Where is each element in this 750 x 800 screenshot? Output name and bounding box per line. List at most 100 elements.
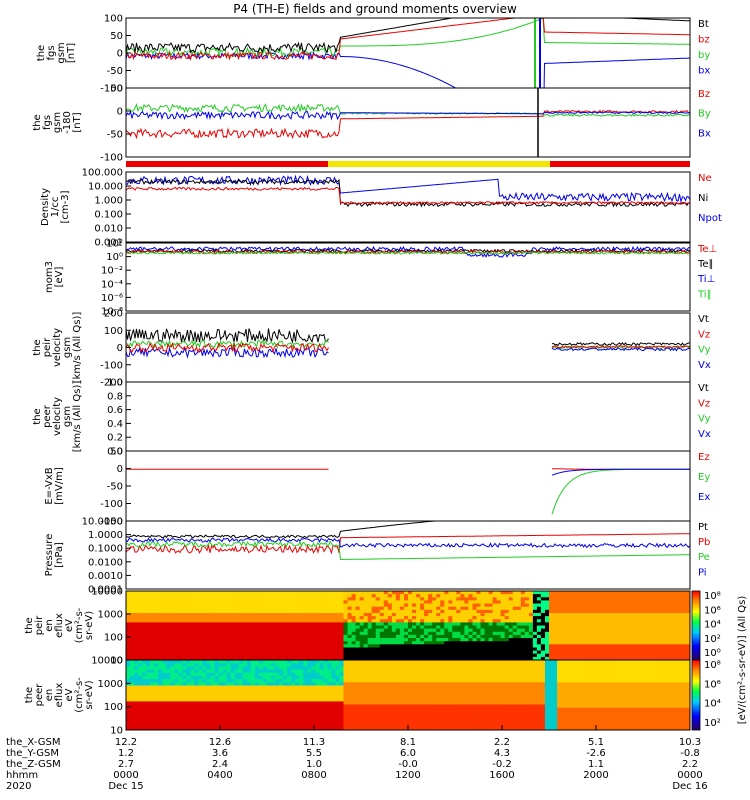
spectrogram-cell	[488, 638, 494, 642]
spectrogram-cell	[279, 669, 284, 674]
spectrogram-cell	[436, 622, 441, 627]
spectrogram-cell	[315, 688, 320, 693]
spectrogram-cell	[307, 606, 312, 611]
spectrogram-cell	[399, 710, 405, 715]
y-tick-label: 0.100	[94, 210, 123, 221]
spectrogram-cell	[673, 606, 679, 611]
spectrogram-cell	[130, 707, 135, 712]
spectrogram-cell	[194, 695, 200, 699]
spectrogram-cell	[218, 644, 224, 648]
spectrogram-cell	[214, 631, 220, 636]
spectrogram-cell	[597, 650, 602, 655]
spectrogram-cell	[589, 650, 594, 655]
bt-line	[126, 18, 690, 54]
spectrogram-cell	[597, 609, 602, 614]
spectrogram-cell	[412, 622, 417, 627]
spectrogram-cell	[520, 591, 526, 595]
spectrogram-cell	[504, 647, 510, 652]
spectrogram-cell	[391, 603, 397, 608]
spectrogram-cell	[472, 638, 478, 642]
spectrogram-cell	[637, 656, 643, 660]
spectrogram-cell	[657, 619, 663, 623]
spectrogram-cell	[242, 616, 248, 620]
spectrogram-cell	[436, 628, 441, 633]
spectrogram-cell	[250, 672, 256, 677]
spectrogram-cell	[327, 685, 332, 690]
spectrogram-cell	[408, 616, 413, 620]
spectrogram-cell	[142, 710, 147, 715]
spectrogram-cell	[363, 720, 369, 725]
spectrogram-cell	[363, 619, 369, 623]
spectrogram-cell	[448, 656, 453, 660]
spectrogram-cell	[303, 714, 308, 718]
spectrogram-cell	[230, 685, 236, 690]
spectrogram-cell	[436, 644, 441, 648]
spectrogram-cell	[287, 679, 292, 683]
spectrogram-cell	[351, 625, 357, 630]
spectrogram-cell	[331, 609, 337, 614]
spectrogram-cell	[291, 695, 296, 699]
spectrogram-cell	[565, 597, 570, 601]
spectrogram-cell	[335, 616, 341, 620]
spectrogram-cell	[359, 653, 365, 658]
spectrogram-cell	[408, 672, 413, 677]
spectrogram-cell	[202, 609, 208, 614]
spectrogram-cell	[379, 682, 385, 687]
spectrogram-cell	[520, 603, 526, 608]
spectrogram-cell	[456, 622, 461, 627]
spectrogram-cell	[420, 669, 425, 674]
spectrogram-cell	[246, 704, 252, 709]
y-axis-label-line: velocity	[52, 328, 63, 367]
spectrogram-cell	[686, 613, 690, 617]
spectrogram-cell	[279, 597, 284, 601]
spectrogram-cell	[186, 650, 191, 655]
spectrogram-cell	[367, 660, 373, 664]
spectrogram-cell	[581, 653, 586, 658]
spectrogram-cell	[363, 669, 369, 674]
spectrogram-cell	[621, 606, 627, 611]
spectrogram-cell	[234, 653, 240, 658]
spectrogram-cell	[134, 647, 139, 652]
spectrogram-cell	[198, 704, 204, 709]
spectrogram-cell	[605, 594, 610, 598]
spectrogram-cell	[589, 628, 594, 633]
spectrogram-cell	[323, 625, 328, 630]
spectrogram-cell	[178, 666, 183, 671]
spectrogram-cell	[395, 717, 401, 722]
spectrogram-cell	[613, 622, 619, 627]
spectrogram-cell	[355, 594, 361, 598]
spectrogram-cell	[291, 625, 296, 630]
spectrogram-cell	[347, 714, 353, 718]
spectrogram-cell	[617, 613, 623, 617]
spectrogram-cell	[299, 691, 304, 696]
spectrogram-cell	[138, 628, 143, 633]
spectrogram-cell	[335, 653, 341, 658]
spectrogram-cell	[178, 603, 183, 608]
spectrogram-cell	[508, 628, 514, 633]
spectrogram-cell	[126, 622, 131, 627]
spectrogram-cell	[319, 606, 324, 611]
spectrogram-cell	[242, 653, 248, 658]
spectrogram-cell	[182, 644, 187, 648]
spectrogram-cell	[258, 720, 264, 725]
spectrogram-cell	[226, 714, 232, 718]
spectrogram-cell	[218, 720, 224, 725]
spectrogram-cell	[428, 609, 433, 614]
spectrogram-cell	[331, 723, 337, 728]
spectrogram-cell	[242, 603, 248, 608]
spectrogram-cell	[198, 644, 204, 648]
spectrogram-cell	[452, 644, 457, 648]
spectrogram-cell	[363, 597, 369, 601]
spectrogram-cell	[440, 609, 445, 614]
spectrogram-cell	[190, 600, 196, 605]
spectrogram-cell	[315, 704, 320, 709]
spectrogram-cell	[488, 609, 494, 614]
spectrogram-cell	[186, 695, 191, 699]
spectrogram-cell	[138, 609, 143, 614]
y-tick-label: 10⁻⁸	[101, 307, 123, 318]
spectrogram-cell	[130, 631, 135, 636]
spectrogram-cell	[496, 600, 502, 605]
spectrogram-cell	[170, 625, 175, 630]
spectrogram-cell	[351, 666, 357, 671]
spectrogram-cell	[408, 631, 413, 636]
